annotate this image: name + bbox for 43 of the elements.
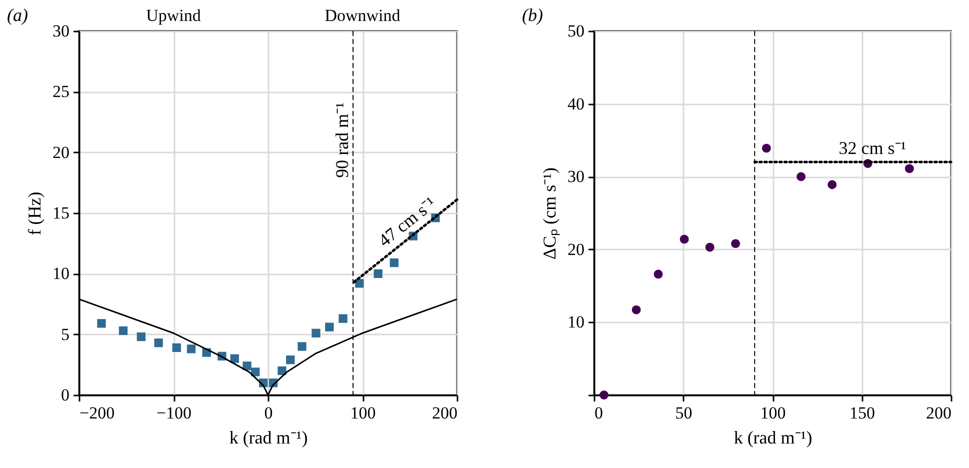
y-tick-label: 10 [568, 312, 584, 332]
point [762, 144, 771, 153]
x-tick-label: 50 [675, 404, 692, 422]
y-tick-label: 15 [52, 204, 70, 222]
x-axis-title: k (rad m⁻¹) [734, 428, 812, 448]
y-tick-label: 40 [568, 94, 584, 114]
y-axis-title: ΔCₚ (cm s⁻¹) [540, 168, 560, 260]
y-tick-label: 30 [568, 167, 584, 186]
x-tick-label: −200 [80, 404, 115, 422]
y-tick-label: 25 [52, 82, 70, 102]
x-tick-label: 150 [850, 404, 875, 422]
point [680, 234, 689, 244]
y-tick-label: 10 [52, 264, 70, 284]
x-tick-label: 200 [432, 404, 458, 422]
point [705, 242, 714, 252]
x-tick-label: −100 [156, 404, 192, 422]
text: Downwind [324, 6, 401, 25]
x-tick-label: 100 [350, 404, 376, 422]
y-tick-label: 30 [52, 22, 70, 40]
x-tick-label: 0 [264, 404, 273, 422]
point [654, 270, 663, 279]
text: Upwind [146, 6, 202, 25]
text: 47 cm s⁻¹ [374, 192, 440, 251]
x-axis-title: k (rad m⁻¹) [229, 428, 308, 448]
y-tick-label: 20 [568, 240, 584, 259]
series-label: 32 cm s⁻¹ [838, 138, 906, 158]
point [828, 180, 837, 190]
point [600, 390, 608, 400]
y-tick-label: 20 [52, 142, 70, 162]
x-tick-label: 0 [594, 404, 603, 422]
y-axis-title: f (Hz) [24, 192, 44, 236]
ref-line-label: 90 rad m⁻¹ [332, 102, 352, 178]
x-tick-label: 200 [926, 404, 952, 422]
point [904, 164, 914, 174]
y-tick-label: 0 [61, 386, 70, 404]
point [796, 172, 806, 182]
x-tick-label: 100 [760, 404, 786, 422]
chart-title: (a) [7, 5, 28, 25]
point [632, 305, 641, 314]
point [731, 239, 740, 248]
y-tick-label: 50 [568, 22, 584, 40]
y-tick-label: 5 [61, 324, 70, 344]
chart-title: (b) [522, 5, 543, 25]
